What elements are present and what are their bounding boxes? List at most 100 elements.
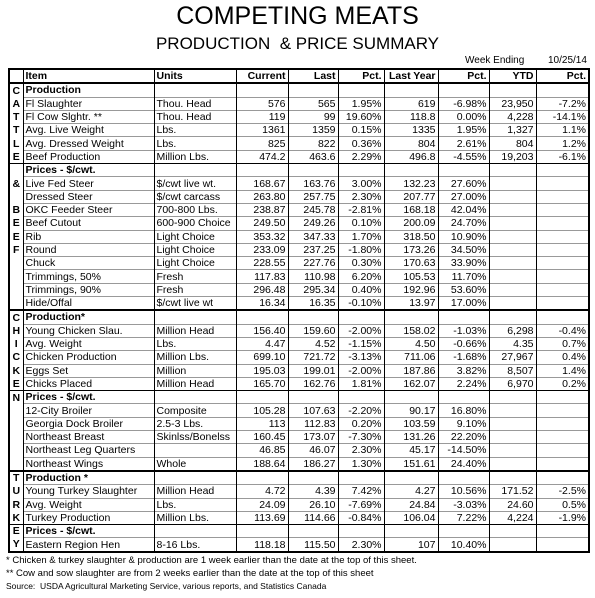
side-letter: B <box>8 203 23 217</box>
value-cell <box>488 443 536 458</box>
data-row: 12-City Broiler Composite 105.28 107.63 -2.2… <box>8 403 589 418</box>
item: Eastern Region Hen <box>22 537 154 552</box>
column-header: Current <box>235 68 288 85</box>
value-cell: 132.23 <box>383 176 438 191</box>
value-cell <box>383 390 438 404</box>
side-letter: F <box>8 243 23 257</box>
value-cell: 721.72 <box>287 350 338 365</box>
value-cell: 42.04% <box>437 202 489 217</box>
value-cell: -2.20% <box>337 403 384 418</box>
value-cell: 113.69 <box>235 510 288 525</box>
item: Rib <box>22 229 154 244</box>
data-row: B OKC Feeder Steer 700-800 Lbs. 238.87 245.7… <box>8 202 589 217</box>
data-row: E Beef Cutout 600-900 Choice 249.50 249.26 0.… <box>8 216 589 231</box>
column-header: Pct. <box>437 68 489 85</box>
value-cell: 151.61 <box>383 456 438 471</box>
value-cell: 17.00% <box>437 296 489 311</box>
value-cell: 1,327 <box>488 123 536 137</box>
value-cell: 173.26 <box>383 242 438 257</box>
units <box>153 443 236 458</box>
value-cell: 107 <box>383 537 438 552</box>
units: Lbs. <box>153 336 236 351</box>
data-row: E Rib Light Choice 353.32 347.33 1.70% 318.50 1… <box>8 229 589 244</box>
value-cell: 165.70 <box>235 376 288 391</box>
value-cell: 6,298 <box>488 323 536 338</box>
data-row: K Eggs Set Million 195.03 199.01 -2.00% 187.86… <box>8 363 589 378</box>
value-cell: 711.06 <box>383 350 438 365</box>
value-cell: -6.98% <box>437 96 489 111</box>
value-cell: 296.48 <box>235 282 288 297</box>
value-cell: 23,950 <box>488 96 536 111</box>
data-row: Trimmings, 50% Fresh 117.83 110.98 6.20% 105.… <box>8 269 589 284</box>
units: Thou. Head <box>153 109 236 124</box>
item: Northeast Breast <box>22 430 154 444</box>
value-cell: 1.70% <box>337 229 384 244</box>
side-letter <box>8 269 23 284</box>
value-cell <box>535 390 589 404</box>
section-heading-row: N Prices - $/cwt. <box>8 390 589 404</box>
units <box>153 163 236 177</box>
value-cell: 162.76 <box>287 376 338 391</box>
value-cell: 207.77 <box>383 189 438 204</box>
value-cell: 4.72 <box>235 484 288 498</box>
value-cell: 4,228 <box>488 109 536 124</box>
side-letter <box>8 443 23 458</box>
value-cell: 6,970 <box>488 376 536 391</box>
value-cell: 162.07 <box>383 376 438 391</box>
value-cell: 353.32 <box>235 229 288 244</box>
item: Chuck <box>22 256 154 270</box>
value-cell <box>488 296 536 311</box>
side-letter: T <box>8 123 23 137</box>
units: Light Choice <box>153 242 236 257</box>
units: Million Lbs. <box>153 350 236 365</box>
value-cell: 24.70% <box>437 216 489 231</box>
value-cell <box>488 189 536 204</box>
item: Fl Cow Slghtr. ** <box>22 109 154 124</box>
value-cell: 9.10% <box>437 416 489 431</box>
value-cell <box>488 537 536 552</box>
value-cell <box>488 403 536 418</box>
value-cell <box>535 443 589 458</box>
value-cell <box>287 524 338 538</box>
section-heading-row: E Prices - $/cwt. <box>8 524 589 538</box>
value-cell <box>235 390 288 404</box>
value-cell: 131.26 <box>383 430 438 444</box>
value-cell <box>383 469 438 485</box>
item: Hide/Offal <box>22 296 154 311</box>
value-cell: 474.2 <box>235 149 288 164</box>
units: Fresh <box>153 282 236 297</box>
value-cell <box>488 242 536 257</box>
data-row: Chuck Light Choice 228.55 227.76 0.30% 170.63… <box>8 256 589 270</box>
value-cell <box>235 524 288 538</box>
value-cell <box>488 309 536 325</box>
value-cell: 804 <box>383 136 438 151</box>
value-cell: 27,967 <box>488 350 536 365</box>
units <box>153 524 236 538</box>
value-cell <box>488 176 536 191</box>
item: Dressed Steer <box>22 189 154 204</box>
value-cell: 496.8 <box>383 149 438 164</box>
subtitle: PRODUCTION & PRICE SUMMARY <box>155 34 440 53</box>
value-cell: 3.00% <box>337 176 384 191</box>
value-cell: -14.50% <box>437 443 489 458</box>
value-cell: -0.84% <box>337 510 384 525</box>
item: Production <box>22 82 154 98</box>
value-cell: 200.09 <box>383 216 438 231</box>
side-letter: K <box>8 364 23 378</box>
side-letter: E <box>8 216 23 231</box>
value-cell <box>437 309 489 325</box>
value-cell <box>337 309 384 325</box>
value-cell <box>337 524 384 538</box>
data-row: F Round Light Choice 233.09 237.25 -1.80% 173.… <box>8 242 589 257</box>
units: Whole <box>153 456 236 471</box>
value-cell: 237.25 <box>287 242 338 257</box>
value-cell: 24.60 <box>488 497 536 512</box>
value-cell: 0.20% <box>337 416 384 431</box>
value-cell: -3.03% <box>437 497 489 512</box>
column-header: YTD <box>488 68 536 85</box>
value-cell: 110.98 <box>287 269 338 284</box>
value-cell <box>535 282 589 297</box>
value-cell: 0.40% <box>337 282 384 297</box>
value-cell: 188.64 <box>235 456 288 471</box>
